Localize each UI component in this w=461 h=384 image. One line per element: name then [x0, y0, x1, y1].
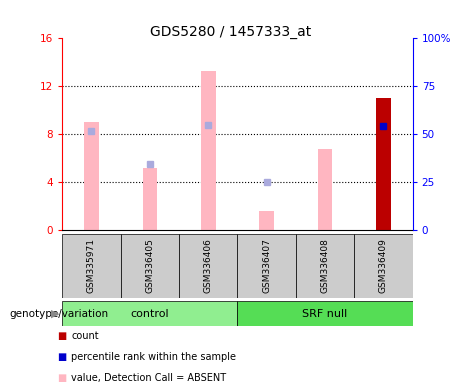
Text: SRF null: SRF null — [302, 309, 348, 319]
Text: percentile rank within the sample: percentile rank within the sample — [71, 352, 236, 362]
Bar — [201, 71, 216, 230]
Bar — [237, 301, 413, 326]
Bar — [62, 301, 237, 326]
Text: genotype/variation: genotype/variation — [9, 309, 108, 319]
Text: GSM336409: GSM336409 — [379, 238, 388, 293]
Text: GSM336405: GSM336405 — [145, 238, 154, 293]
Text: GSM336406: GSM336406 — [204, 238, 213, 293]
Text: ■: ■ — [58, 352, 67, 362]
Bar — [259, 211, 274, 230]
Text: count: count — [71, 331, 99, 341]
Bar — [84, 122, 99, 230]
Bar — [179, 234, 237, 298]
Text: ■: ■ — [58, 331, 67, 341]
Text: ▶: ▶ — [51, 309, 59, 319]
Text: ■: ■ — [58, 373, 67, 383]
Bar — [142, 168, 157, 230]
Bar — [318, 149, 332, 230]
Bar — [237, 234, 296, 298]
Text: GSM336407: GSM336407 — [262, 238, 271, 293]
Text: control: control — [130, 309, 169, 319]
Text: GSM336408: GSM336408 — [320, 238, 330, 293]
Text: value, Detection Call = ABSENT: value, Detection Call = ABSENT — [71, 373, 226, 383]
Bar — [296, 234, 354, 298]
Text: GDS5280 / 1457333_at: GDS5280 / 1457333_at — [150, 25, 311, 39]
Bar — [376, 98, 391, 230]
Text: GSM335971: GSM335971 — [87, 238, 96, 293]
Bar — [121, 234, 179, 298]
Bar — [354, 234, 413, 298]
Bar — [62, 234, 121, 298]
